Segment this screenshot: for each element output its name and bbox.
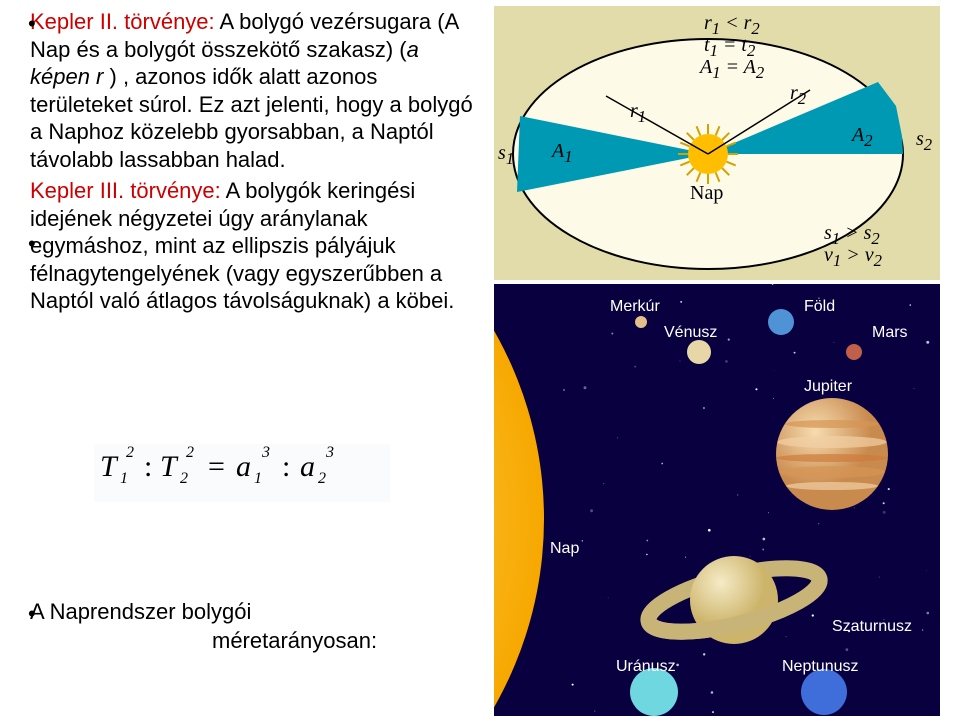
formula-a1-sup: 3 bbox=[262, 444, 270, 462]
formula-box: T 1 2 : T 2 2 = a 1 3 : a 2 3 bbox=[94, 444, 390, 502]
kepler-eq5: v1 > v2 bbox=[824, 244, 882, 271]
planets-diagram: Nap MerkúrVénusz Föld Mars Jupiter Szaturnus… bbox=[494, 284, 940, 716]
bullet-icon: • bbox=[28, 10, 36, 38]
left-text-column: • Kepler II. törvénye: A bolygó vezérsug… bbox=[22, 8, 480, 319]
formula-a2-sub: 2 bbox=[318, 470, 326, 488]
planet-label: Neptunusz bbox=[782, 658, 859, 676]
formula-T1-sup: 2 bbox=[126, 444, 134, 462]
formula-T2-sup: 2 bbox=[186, 444, 194, 462]
kepler-r1: r1 bbox=[630, 100, 646, 127]
formula-a2: a bbox=[300, 450, 315, 484]
planet-label: Szaturnusz bbox=[832, 618, 912, 636]
planet-label: Jupiter bbox=[804, 378, 852, 396]
formula-colon2: : bbox=[282, 450, 290, 484]
planet-label: Mars bbox=[872, 324, 908, 342]
planet-label: Föld bbox=[804, 298, 835, 316]
planets-svg bbox=[494, 284, 940, 716]
bottom-line-2: méretarányosan: bbox=[22, 627, 482, 656]
kepler-diagram: Nap s1 s2 A1 A2 r1 r2 r1 < r2 t1 = t2 A1… bbox=[494, 6, 940, 280]
formula: T 1 2 : T 2 2 = a 1 3 : a 2 3 bbox=[94, 444, 390, 502]
kepler-s1: s1 bbox=[498, 142, 514, 169]
kepler3-paragraph: Kepler III. törvénye: A bolygók keringés… bbox=[22, 177, 480, 315]
formula-T2: T bbox=[160, 450, 177, 484]
formula-T1-sub: 1 bbox=[120, 470, 128, 488]
formula-a1-sub: 1 bbox=[254, 470, 262, 488]
kepler2-title: Kepler II. törvénye: bbox=[30, 9, 215, 34]
kepler-A1: A1 bbox=[552, 140, 573, 167]
bullet-icon: • bbox=[28, 230, 36, 258]
kepler-eq3: A1 = A2 bbox=[700, 56, 764, 83]
planet-label: Vénusz bbox=[664, 324, 717, 342]
formula-a2-sup: 3 bbox=[326, 444, 334, 462]
kepler-s2: s2 bbox=[916, 128, 932, 155]
formula-a1: a bbox=[236, 450, 251, 484]
bottom-line-1: A Naprendszer bolygói bbox=[22, 598, 482, 627]
kepler-r2: r2 bbox=[790, 82, 806, 109]
planets-nap-label: Nap bbox=[550, 540, 579, 558]
kepler-nap-label: Nap bbox=[690, 182, 723, 205]
kepler3-title: Kepler III. törvénye: bbox=[30, 178, 221, 203]
bullet-icon: • bbox=[28, 600, 36, 629]
formula-colon1: : bbox=[144, 450, 152, 484]
formula-eq: = bbox=[208, 450, 225, 484]
bottom-bullets: • A Naprendszer bolygói méretarányosan: bbox=[22, 598, 482, 655]
formula-T1: T bbox=[100, 450, 117, 484]
planet-label: Merkúr bbox=[610, 298, 660, 316]
kepler2-paragraph: Kepler II. törvénye: A bolygó vezérsugar… bbox=[22, 8, 480, 173]
planet-label: Uránusz bbox=[616, 658, 676, 676]
formula-T2-sub: 2 bbox=[180, 470, 188, 488]
kepler-A2: A2 bbox=[852, 124, 873, 151]
